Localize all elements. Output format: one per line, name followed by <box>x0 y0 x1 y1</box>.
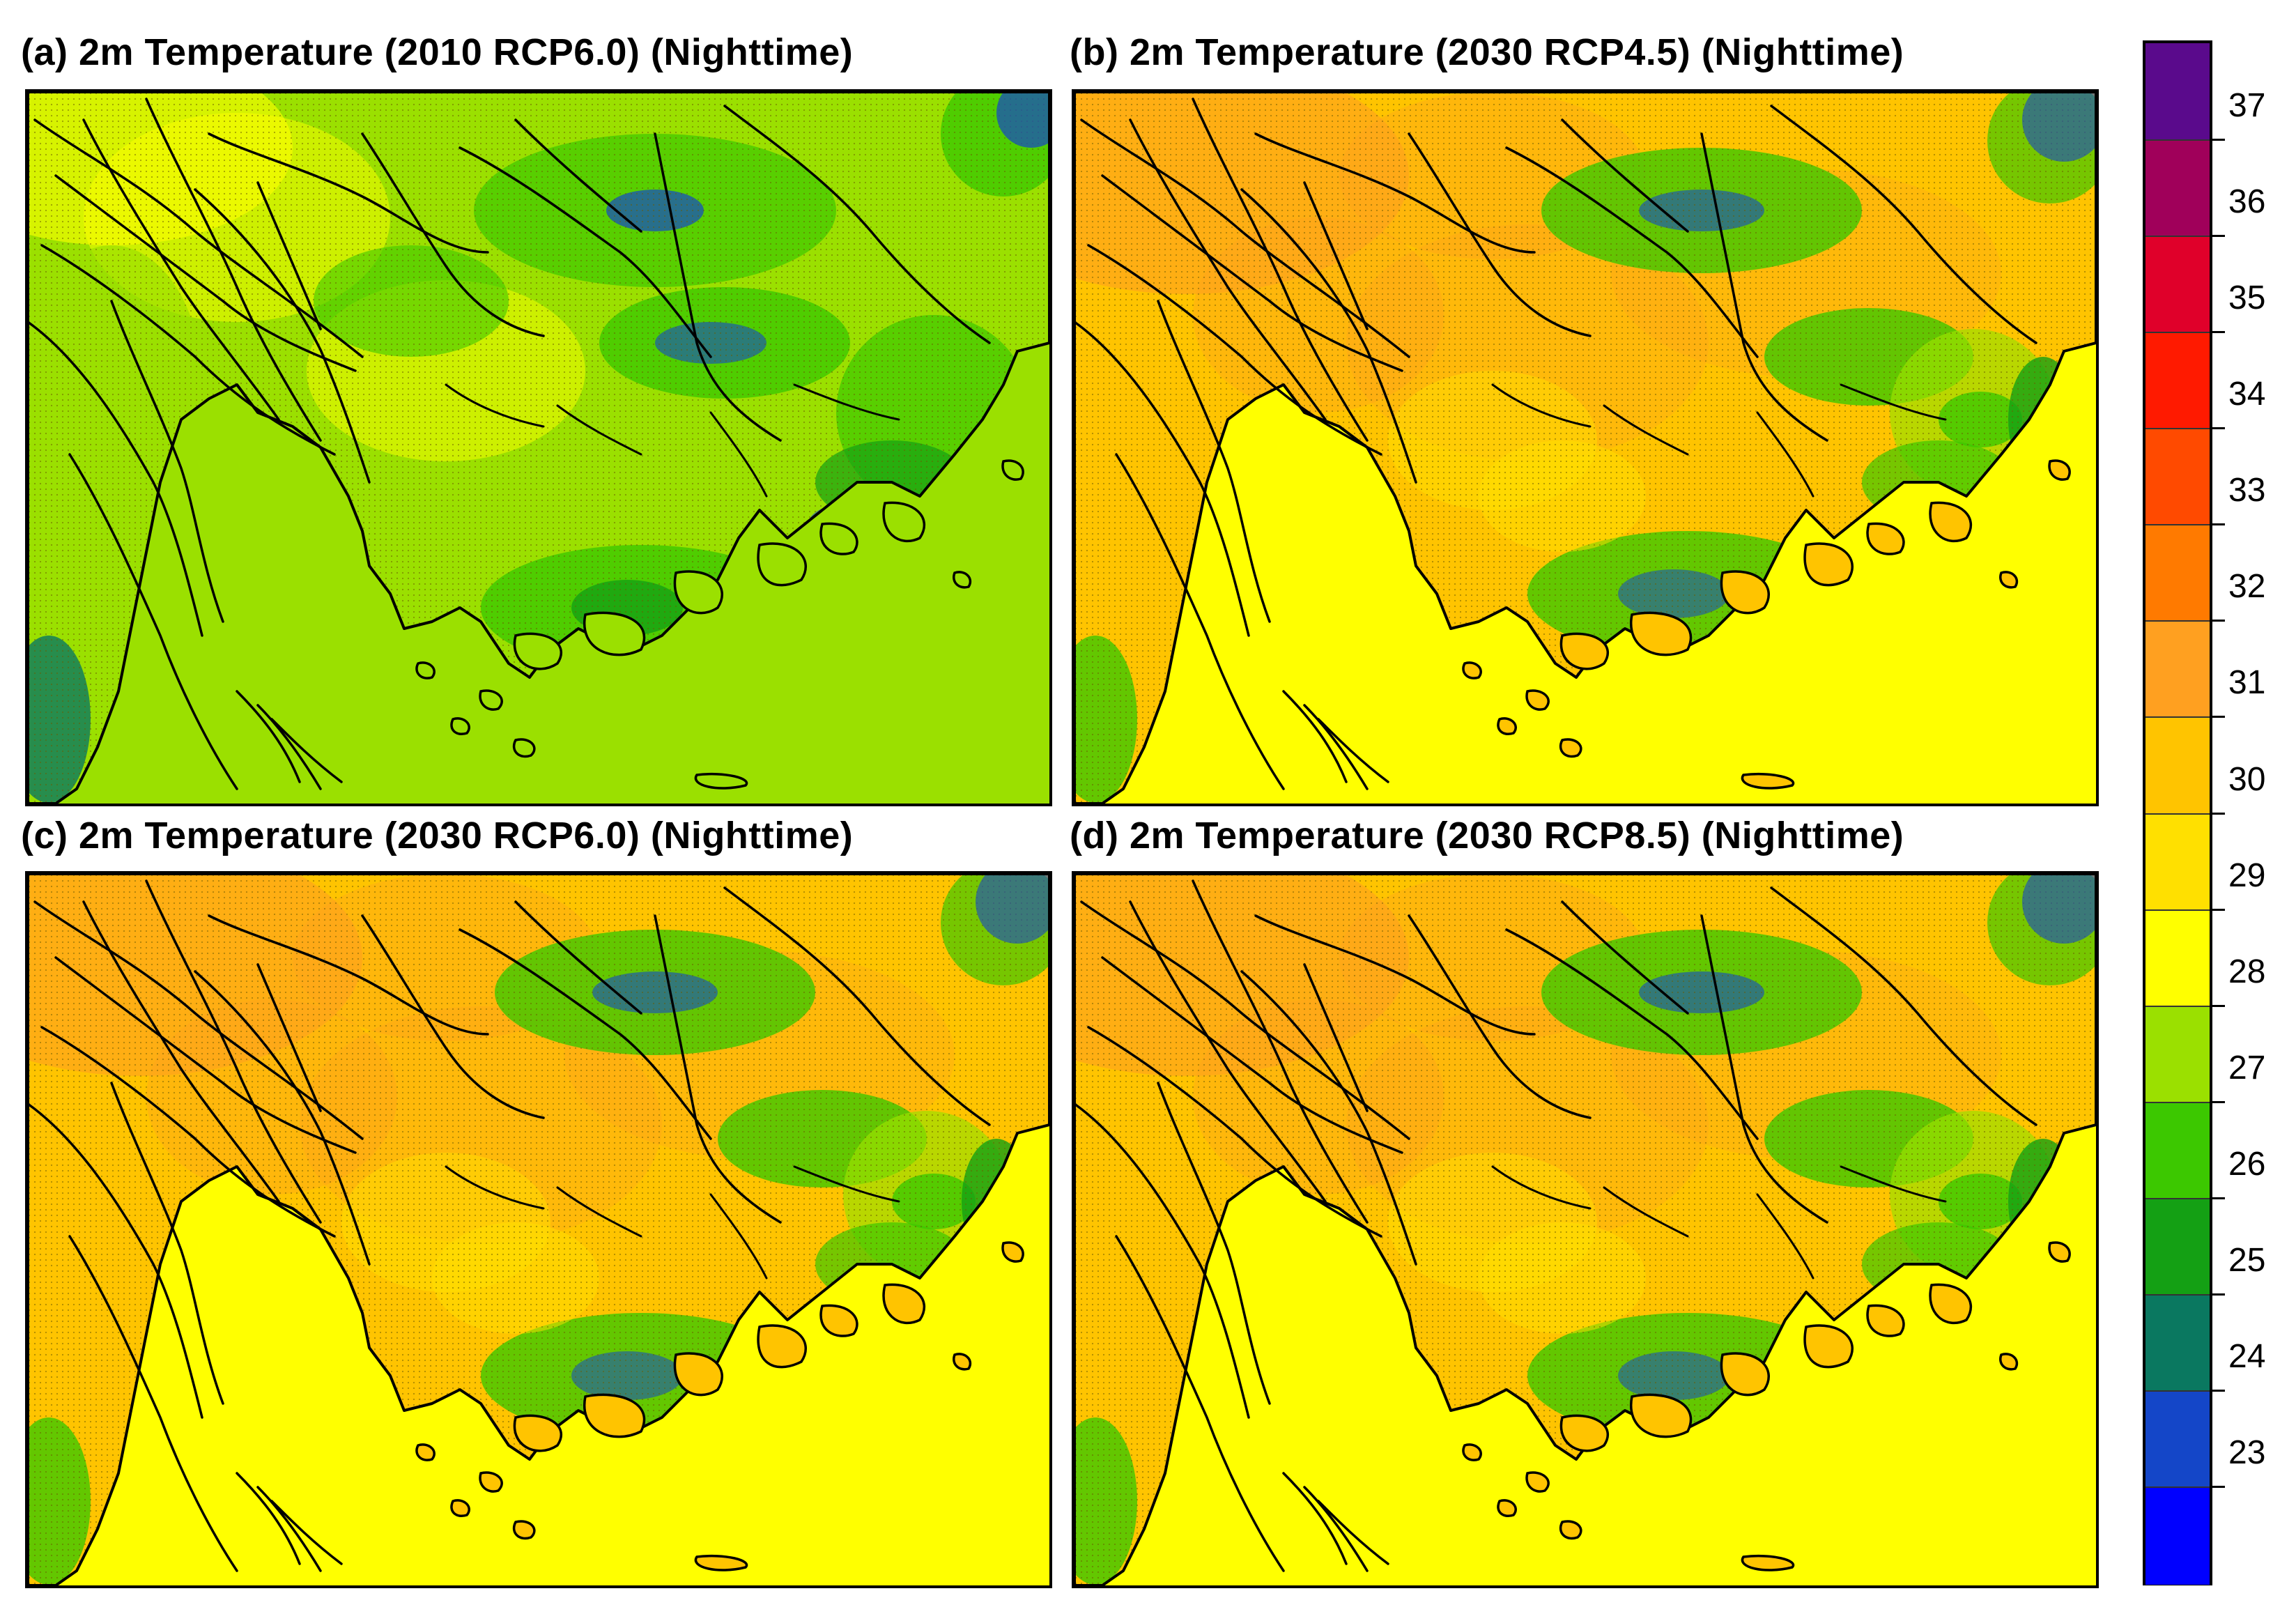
colorbar-label: 35 <box>2228 279 2266 317</box>
colorbar-box <box>2145 524 2210 623</box>
panel-title-a: (a) 2m Temperature (2010 RCP6.0) (Nightt… <box>21 31 854 73</box>
colorbar-box <box>2145 43 2210 141</box>
colorbar-label: 32 <box>2228 568 2266 606</box>
colorbar-box <box>2145 332 2210 431</box>
colorbar-tick <box>2212 1197 2225 1199</box>
colorbar-label: 29 <box>2228 856 2266 894</box>
colorbar-box <box>2145 428 2210 527</box>
map-panel-d <box>1072 871 2099 1588</box>
colorbar-box <box>2145 909 2210 1008</box>
map-panel-b <box>1072 89 2099 806</box>
map-panel-a <box>25 89 1052 806</box>
colorbar-label: 23 <box>2228 1434 2266 1471</box>
colorbar-tick <box>2212 1100 2225 1103</box>
colorbar <box>2143 40 2212 1585</box>
colorbar-box <box>2145 620 2210 719</box>
map-b <box>1074 92 2096 804</box>
colorbar-box <box>2145 716 2210 815</box>
panel-title-c: (c) 2m Temperature (2030 RCP6.0) (Nightt… <box>21 815 854 856</box>
colorbar-label: 26 <box>2228 1145 2266 1183</box>
colorbar-tick <box>2212 427 2225 430</box>
colorbar-label: 31 <box>2228 664 2266 702</box>
colorbar-box <box>2145 139 2210 238</box>
colorbar-tick <box>2212 235 2225 238</box>
colorbar-label: 24 <box>2228 1337 2266 1375</box>
colorbar-label: 30 <box>2228 760 2266 798</box>
colorbar-tick <box>2212 1389 2225 1392</box>
colorbar-label: 37 <box>2228 87 2266 125</box>
colorbar-label: 33 <box>2228 472 2266 509</box>
colorbar-label: 28 <box>2228 953 2266 990</box>
colorbar-label: 36 <box>2228 183 2266 221</box>
colorbar-tick <box>2212 812 2225 815</box>
colorbar-box <box>2145 1101 2210 1200</box>
colorbar-tick <box>2212 1293 2225 1296</box>
colorbar-box <box>2145 1005 2210 1104</box>
map-d <box>1074 874 2096 1585</box>
colorbar-tick <box>2212 523 2225 526</box>
colorbar-label: 34 <box>2228 376 2266 413</box>
colorbar-label: 27 <box>2228 1049 2266 1086</box>
colorbar-box <box>2145 236 2210 335</box>
colorbar-box <box>2145 1390 2210 1489</box>
colorbar-box <box>2145 1486 2210 1585</box>
map-a <box>28 92 1049 804</box>
colorbar-tick <box>2212 1004 2225 1007</box>
colorbar-box <box>2145 1197 2210 1296</box>
colorbar-tick <box>2212 331 2225 334</box>
colorbar-tick <box>2212 908 2225 911</box>
colorbar-tick <box>2212 716 2225 718</box>
colorbar-label: 25 <box>2228 1241 2266 1279</box>
colorbar-box <box>2145 1293 2210 1392</box>
colorbar-tick <box>2212 1485 2225 1488</box>
map-panel-c <box>25 871 1052 1588</box>
colorbar-tick <box>2212 620 2225 622</box>
panel-title-d: (d) 2m Temperature (2030 RCP8.5) (Nightt… <box>1070 815 1904 856</box>
panel-title-b: (b) 2m Temperature (2030 RCP4.5) (Nightt… <box>1070 31 1904 73</box>
colorbar-box <box>2145 813 2210 912</box>
map-c <box>28 874 1049 1585</box>
colorbar-tick <box>2212 139 2225 141</box>
